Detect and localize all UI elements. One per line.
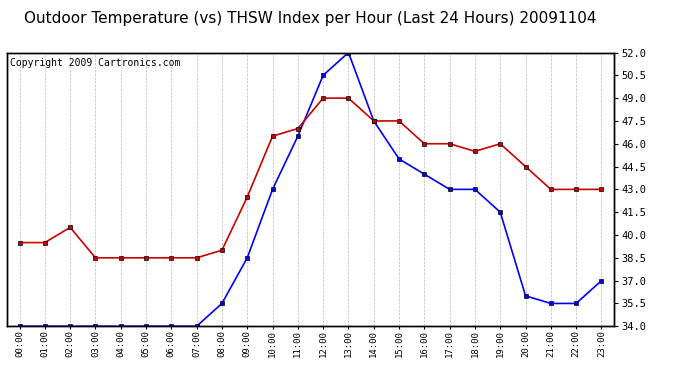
Text: Copyright 2009 Cartronics.com: Copyright 2009 Cartronics.com [10,58,180,68]
Text: Outdoor Temperature (vs) THSW Index per Hour (Last 24 Hours) 20091104: Outdoor Temperature (vs) THSW Index per … [24,11,597,26]
